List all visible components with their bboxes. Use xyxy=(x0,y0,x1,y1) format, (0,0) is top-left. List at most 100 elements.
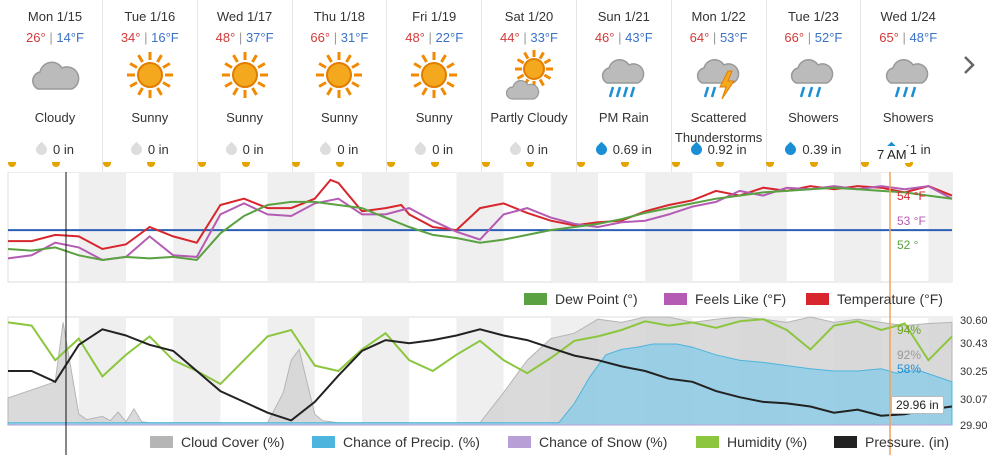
forecast-date: Mon 1/15 xyxy=(27,9,83,24)
pressure-tick-label: 29.90 xyxy=(960,420,988,432)
precip-amount: 0 in xyxy=(482,141,576,158)
high-temp: 48° xyxy=(215,30,236,45)
precip-amount: 0 in xyxy=(8,141,102,158)
hover-pressure-label: 29.96 in xyxy=(891,396,944,414)
sun-marker-icon xyxy=(102,162,111,167)
sun-marker-icon xyxy=(905,162,914,167)
temperature-chart[interactable] xyxy=(0,172,1000,312)
cloudy-icon xyxy=(32,61,80,90)
showers-icon xyxy=(791,59,834,98)
pressure-tick-label: 30.25 xyxy=(960,366,988,378)
legend-precip[interactable]: Chance of Precip. (%) xyxy=(312,434,480,450)
high-temp: 34° xyxy=(120,30,141,45)
precip-amount: 0.92 in xyxy=(672,141,766,158)
high-temp: 66° xyxy=(784,30,805,45)
precip-amount-label: 0.39 in xyxy=(802,142,842,157)
cloud-cover-swatch xyxy=(150,436,173,448)
night-band xyxy=(362,172,410,282)
high-temp: 65° xyxy=(879,30,899,45)
forecast-condition: Sunny xyxy=(226,110,264,125)
sun-marker-icon xyxy=(715,162,724,167)
temp-separator: | xyxy=(523,30,527,45)
forecast-date: Fri 1/19 xyxy=(412,9,457,24)
sun-marker-icon xyxy=(671,162,680,167)
legend-snow-label: Chance of Snow (%) xyxy=(539,434,668,450)
legend-temperature[interactable]: Temperature (°F) xyxy=(806,291,943,307)
sun-marker-icon xyxy=(197,162,206,167)
forecast-day[interactable]: Mon 1/15 26° | 14°F Cloudy 0 in xyxy=(8,0,103,172)
legend-humidity[interactable]: Humidity (%) xyxy=(696,434,807,450)
pressure-line xyxy=(8,328,953,422)
low-temp: 31°F xyxy=(340,30,369,45)
low-temp: 52°F xyxy=(814,30,843,45)
precip-amount: 0 in xyxy=(292,141,386,158)
precip-amount: 0.39 in xyxy=(766,141,860,158)
forecast-date: Thu 1/18 xyxy=(313,9,366,24)
legend-dew-point[interactable]: Dew Point (°) xyxy=(524,291,638,307)
forecast-day[interactable]: Sat 1/20 44° | 33°F Partly Cloudy 0 in xyxy=(482,0,577,172)
night-band xyxy=(928,172,952,282)
sun-marker-icon xyxy=(482,162,490,167)
sunny-icon xyxy=(221,52,268,98)
forecast-date: Sat 1/20 xyxy=(504,9,554,24)
forecast-date: Mon 1/22 xyxy=(691,9,746,24)
raindrop-icon xyxy=(128,141,145,158)
night-band xyxy=(362,317,410,425)
precip-amount: 0.69 in xyxy=(577,141,671,158)
conditions-chart[interactable]: 30.60 30.43 30.25 30.07 29.90 xyxy=(0,312,1000,455)
forecast-date: Wed 1/24 xyxy=(880,9,936,24)
forecast-day[interactable]: Tue 1/23 66° | 52°F Showers 0.39 in xyxy=(766,0,862,172)
high-temp: 46° xyxy=(594,30,615,45)
hover-temperature-label: 54 °F xyxy=(897,189,926,203)
forecast-temps: 46° | 43°F xyxy=(577,30,671,46)
forecast-day[interactable]: Thu 1/18 66° | 31°F Sunny 0 in xyxy=(292,0,388,172)
raindrop-icon xyxy=(783,141,799,158)
sun-marker-icon xyxy=(620,162,629,167)
sun-marker-icon xyxy=(387,162,396,167)
precip-swatch xyxy=(312,436,335,448)
pressure-tick-label: 30.07 xyxy=(960,394,988,406)
low-temp: 16°F xyxy=(151,30,179,45)
time-tooltip: 7 AM xyxy=(874,146,910,163)
legend-feels-like[interactable]: Feels Like (°F) xyxy=(664,291,786,307)
feels-like-swatch xyxy=(664,293,687,305)
forecast-strip: Mon 1/15 26° | 14°F Cloudy 0 in Tue 1/16 34° … xyxy=(8,0,956,172)
hover-dew-point-label: 52 ° xyxy=(897,238,919,252)
sun-marker-icon xyxy=(431,162,440,167)
forecast-day[interactable]: Wed 1/24 65° | 48°F Showers 41 in xyxy=(861,0,955,172)
chevron-right-icon[interactable] xyxy=(958,52,980,78)
sun-marker-icon xyxy=(8,162,16,167)
sun-marker-icon xyxy=(336,162,345,167)
legend-snow[interactable]: Chance of Snow (%) xyxy=(508,434,667,450)
high-temp: 44° xyxy=(500,30,520,45)
forecast-date: Wed 1/17 xyxy=(216,9,273,24)
forecast-condition: Sunny xyxy=(131,110,169,125)
low-temp: 33°F xyxy=(530,30,558,45)
forecast-temps: 66° | 52°F xyxy=(766,30,860,46)
forecast-day[interactable]: Sun 1/21 46° | 43°F PM Rain 0.69 in xyxy=(576,0,672,172)
legend-precip-label: Chance of Precip. (%) xyxy=(343,434,480,450)
high-temp: 26° xyxy=(26,30,46,45)
temp-separator: | xyxy=(238,30,243,45)
sun-marker-icon xyxy=(146,162,155,167)
forecast-day[interactable]: Tue 1/16 34° | 16°F Sunny 0 in xyxy=(102,0,198,172)
forecast-day[interactable]: Fri 1/19 48° | 22°F Sunny 0 in xyxy=(387,0,483,172)
temp-separator: | xyxy=(333,30,338,45)
temp-separator: | xyxy=(807,30,812,45)
legend-cloud-cover[interactable]: Cloud Cover (%) xyxy=(150,434,284,450)
precip-amount-label: 41 in xyxy=(902,142,931,157)
forecast-date: Tue 1/23 xyxy=(787,9,839,24)
high-temp: 66° xyxy=(310,30,331,45)
forecast-temps: 44° | 33°F xyxy=(482,30,576,46)
legend-temperature-label: Temperature (°F) xyxy=(837,291,943,307)
night-band xyxy=(645,172,693,282)
forecast-day[interactable]: Wed 1/17 48° | 37°F Sunny 0 in xyxy=(197,0,293,172)
legend-pressure[interactable]: Pressure. (in) xyxy=(834,434,949,450)
sun-marker-icon xyxy=(576,162,585,167)
temp-separator: | xyxy=(144,30,148,45)
sunny-icon xyxy=(126,52,173,98)
sun-marker-icon xyxy=(52,162,60,167)
forecast-day[interactable]: Mon 1/22 64° | 53°F Scattered Thunderstorm… xyxy=(671,0,767,172)
night-band xyxy=(267,172,315,282)
night-band xyxy=(78,172,126,282)
